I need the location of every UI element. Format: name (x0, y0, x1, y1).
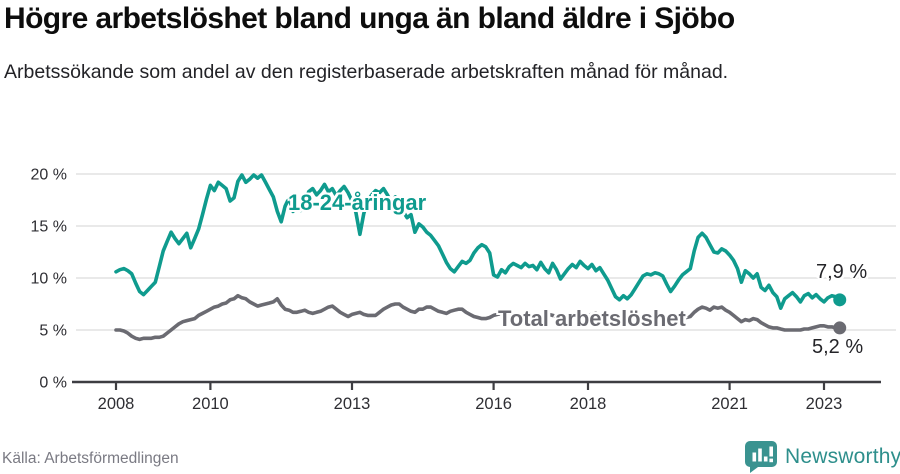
y-tick-label: 0 % (39, 375, 67, 392)
source-caption: Källa: Arbetsförmedlingen (2, 450, 179, 467)
x-tick-label: 2010 (192, 395, 229, 413)
x-tick-label: 2016 (475, 395, 512, 413)
page-title: Högre arbetslöshet bland unga än bland ä… (4, 2, 735, 35)
x-tick-label: 2023 (806, 395, 843, 413)
end-value-label-total: 5,2 % (812, 336, 864, 358)
series-line-total (114, 293, 842, 342)
series-line-young (114, 173, 842, 310)
end-value-label-young: 7,9 % (816, 261, 868, 283)
y-tick-label: 20 % (31, 167, 67, 184)
newsworthy-logo: Newsworthy (744, 440, 900, 474)
y-tick-label: 15 % (31, 219, 67, 236)
newsworthy-wordmark: Newsworthy (785, 445, 900, 468)
x-tick-label: 2013 (334, 395, 371, 413)
chart-subtitle: Arbetssökande som andel av den registerb… (4, 61, 729, 83)
y-tick-label: 5 % (39, 323, 67, 340)
x-tick-label: 2021 (711, 395, 748, 413)
series-label-young: 18-24-åringar (288, 190, 427, 215)
newsworthy-bubble-chart-icon (745, 441, 777, 473)
series-label-total: Total arbetslöshet (498, 306, 686, 331)
x-tick-label: 2018 (570, 395, 607, 413)
series-end-dot-young (833, 293, 847, 307)
series-end-dot-total (833, 321, 847, 335)
x-tick-label: 2008 (98, 395, 135, 413)
y-tick-label: 10 % (31, 271, 67, 288)
